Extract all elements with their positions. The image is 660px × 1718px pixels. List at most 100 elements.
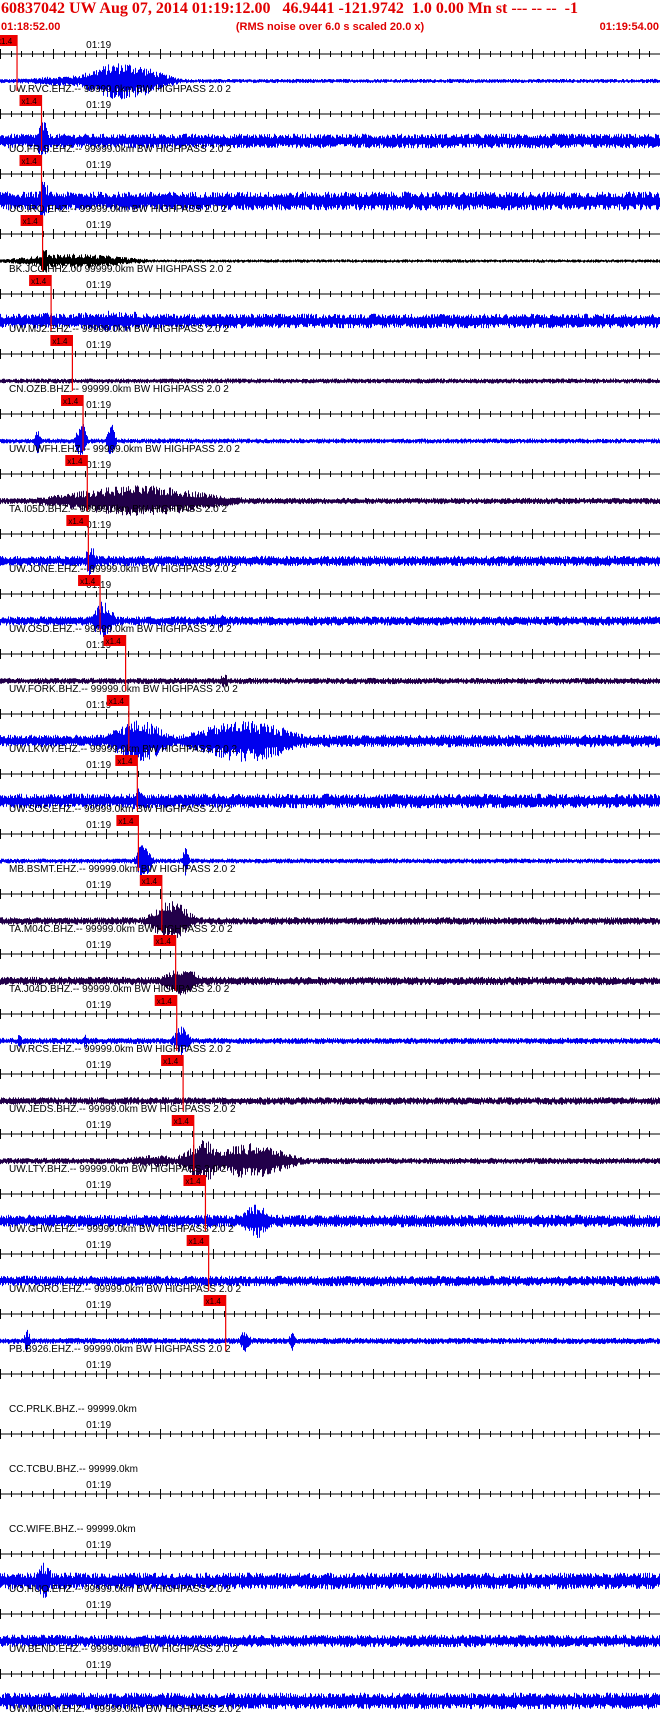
minute-label: 01:19 bbox=[86, 640, 111, 651]
pick-flag-label: x1.4 bbox=[52, 337, 68, 346]
channel-label: TA.I05D.BHZ.-- 99999.0km BW HIGHPASS 2.0… bbox=[9, 504, 227, 515]
pick-flag-label: x1.4 bbox=[206, 1297, 222, 1306]
channel-label: TA.M04C.BHZ.-- 99999.0km BW HIGHPASS 2.0… bbox=[9, 924, 233, 935]
pick-flag-label: x1.4 bbox=[67, 457, 83, 466]
waveform bbox=[0, 970, 660, 996]
channel-label: UW.OSD.EHZ.-- 99999.0km BW HIGHPASS 2.0 … bbox=[9, 624, 232, 635]
pick-flag bbox=[186, 1235, 209, 1246]
pick-flag-label: x1.4 bbox=[142, 877, 158, 886]
channel-label: UO.IRO.EHZ.-- 99999.0km BW HIGHPASS 2.0 … bbox=[9, 204, 227, 215]
trace-row: 01:19 UW.JEDS.BHZ.-- 99999.0km BW HIGHPAS… bbox=[0, 1055, 660, 1115]
waveform bbox=[0, 485, 660, 516]
pick-flag bbox=[50, 335, 73, 346]
minute-label: 01:19 bbox=[86, 760, 111, 771]
channel-label: CC.TCBU.BHZ.-- 99999.0km bbox=[9, 1464, 138, 1475]
channel-label: UW.LKWY.EHZ.-- 99999.0km BW HIGHPASS 2.0… bbox=[9, 744, 237, 755]
minute-label: 01:19 bbox=[86, 40, 111, 51]
pick-flag-label: x1.4 bbox=[23, 217, 39, 226]
minute-label: 01:19 bbox=[86, 880, 111, 891]
waveform bbox=[0, 424, 660, 459]
pick-flag bbox=[171, 1115, 194, 1126]
pick-flag-label: x1.4 bbox=[174, 1117, 190, 1126]
channel-label: UW.SOS.EHZ.-- 99999.0km BW HIGHPASS 2.0 … bbox=[9, 804, 232, 815]
waveform bbox=[0, 674, 660, 688]
waveform bbox=[0, 1204, 660, 1238]
trace-row: 01:19 UW.MORO.EHZ.-- 99999.0km BW HIGHPAS… bbox=[0, 1235, 660, 1295]
pick-flag-label: x1.4 bbox=[185, 1177, 201, 1186]
waveform bbox=[0, 250, 660, 273]
channel-label: UW.JEDS.BHZ.-- 99999.0km BW HIGHPASS 2.0… bbox=[9, 1104, 236, 1115]
waveform bbox=[0, 1634, 660, 1648]
minute-label: 01:19 bbox=[86, 1180, 111, 1191]
minute-label: 01:19 bbox=[86, 940, 111, 951]
event-title: 60837042 UW Aug 07, 2014 01:19:12.00 46.… bbox=[1, 0, 578, 17]
pick-flag bbox=[19, 95, 42, 106]
channel-label: UW.MORO.EHZ.-- 99999.0km BW HIGHPASS 2.0… bbox=[9, 1284, 242, 1295]
channel-label: BK.JCC.HHZ.00 99999.0km BW HIGHPASS 2.0 … bbox=[9, 264, 232, 275]
channel-label: UW.GHW.EHZ.-- 99999.0km BW HIGHPASS 2.0 … bbox=[9, 1224, 234, 1235]
pick-flag bbox=[20, 215, 43, 226]
waveform bbox=[0, 901, 660, 942]
pick-flag-label: x1.4 bbox=[22, 97, 38, 106]
waveform bbox=[0, 1275, 660, 1287]
waveform bbox=[0, 1329, 660, 1352]
channel-label: UW.MJ2.EHZ.-- 99999.0km BW HIGHPASS 2.0 … bbox=[9, 324, 229, 335]
rms-note: (RMS noise over 6.0 s scaled 20.0 x) bbox=[235, 21, 425, 33]
pick-flag-label: x1.4 bbox=[109, 697, 125, 706]
minute-label: 01:19 bbox=[86, 160, 111, 171]
pick-flag bbox=[19, 155, 42, 166]
channel-label: UW.MOON.EHZ.-- 99999.0km BW HIGHPASS 2.0… bbox=[9, 1704, 242, 1715]
trace-row: 01:19 UW.SOS.EHZ.-- 99999.0km BW HIGHPASS… bbox=[0, 755, 660, 815]
pick-flag bbox=[203, 1295, 226, 1306]
trace-row: 01:19 TA.J04D.BHZ.-- 99999.0km BW HIGHPAS… bbox=[0, 935, 660, 996]
channel-label: UW.BEND.EHZ.-- 99999.0km BW HIGHPASS 2.0… bbox=[9, 1644, 238, 1655]
pick-flag-label: x1.4 bbox=[0, 37, 13, 46]
minute-label: 01:19 bbox=[86, 1480, 111, 1491]
minute-label: 01:19 bbox=[86, 1060, 111, 1071]
trace-row: 01:19 UW.MOON.EHZ.-- 99999.0km BW HIGHPAS… bbox=[0, 1660, 660, 1715]
start-time: 01:18:52.00 bbox=[1, 21, 61, 33]
pick-flag bbox=[161, 1055, 184, 1066]
pick-flag bbox=[183, 1175, 206, 1186]
waveform bbox=[0, 720, 660, 762]
trace-row: 01:19 UW.LKWY.EHZ.-- 99999.0km BW HIGHPAS… bbox=[0, 695, 660, 762]
minute-label: 01:19 bbox=[86, 1360, 111, 1371]
pick-flag-label: x1.4 bbox=[117, 757, 133, 766]
minute-label: 01:19 bbox=[86, 340, 111, 351]
minute-label: 01:19 bbox=[86, 1240, 111, 1251]
waveform bbox=[0, 601, 660, 642]
pick-flag bbox=[154, 995, 177, 1006]
minute-label: 01:19 bbox=[86, 220, 111, 231]
channel-label: UW.LTY.BHZ.-- 99999.0km BW HIGHPASS 2.0 … bbox=[9, 1164, 227, 1175]
end-time: 01:19:54.00 bbox=[599, 21, 659, 33]
channel-label: CC.WIFE.BHZ.-- 99999.0km bbox=[9, 1524, 136, 1535]
waveform bbox=[0, 378, 660, 384]
pick-flag-label: x1.4 bbox=[118, 817, 134, 826]
minute-label: 01:19 bbox=[86, 400, 111, 411]
pick-flag-label: x1.4 bbox=[106, 637, 122, 646]
channel-label: PB.B926.EHZ.-- 99999.0km BW HIGHPASS 2.0… bbox=[9, 1344, 231, 1355]
trace-row: 01:19 UO.IRO.EHZ.-- 99999.0km BW HIGHPASS… bbox=[0, 155, 660, 220]
trace-row: 01:19 UO.HUO.EHZ.-- 99999.0km BW HIGHPASS… bbox=[0, 1540, 660, 1598]
minute-label: 01:19 bbox=[86, 1300, 111, 1311]
trace-row: 01:19 UW.RVC.EHZ.-- 99999.0km BW HIGHPASS… bbox=[0, 35, 660, 100]
pick-flag-label: x1.4 bbox=[63, 397, 79, 406]
pick-flag-label: x1.4 bbox=[156, 937, 172, 946]
trace-row: 01:19 CC.WIFE.BHZ.-- 99999.0km bbox=[0, 1480, 660, 1535]
pick-flag bbox=[106, 695, 129, 706]
waveform bbox=[0, 845, 660, 877]
pick-flag-label: x1.4 bbox=[80, 577, 96, 586]
trace-row: 01:19 UO.FRIS.EHZ.-- 99999.0km BW HIGHPAS… bbox=[0, 95, 660, 158]
pick-flag bbox=[153, 935, 176, 946]
pick-flag bbox=[0, 35, 18, 46]
minute-label: 01:19 bbox=[86, 1600, 111, 1611]
trace-row: 01:19 UW.RCS.EHZ.-- 99999.0km BW HIGHPASS… bbox=[0, 995, 660, 1056]
pick-flag bbox=[78, 575, 101, 586]
channel-label: UO.FRIS.EHZ.-- 99999.0km BW HIGHPASS 2.0… bbox=[9, 144, 232, 155]
pick-flag bbox=[115, 755, 138, 766]
trace-row: 01:19 CN.OZB.BHZ.-- 99999.0km BW HIGHPASS… bbox=[0, 335, 660, 395]
trace-row: 01:19 UW.UWFH.EHZ.-- 99999.0km BW HIGHPAS… bbox=[0, 395, 660, 459]
channel-label: MB.BSMT.EHZ.-- 99999.0km BW HIGHPASS 2.0… bbox=[9, 864, 236, 875]
waveform bbox=[0, 1692, 660, 1710]
channel-label: TA.J04D.BHZ.-- 99999.0km BW HIGHPASS 2.0… bbox=[9, 984, 230, 995]
